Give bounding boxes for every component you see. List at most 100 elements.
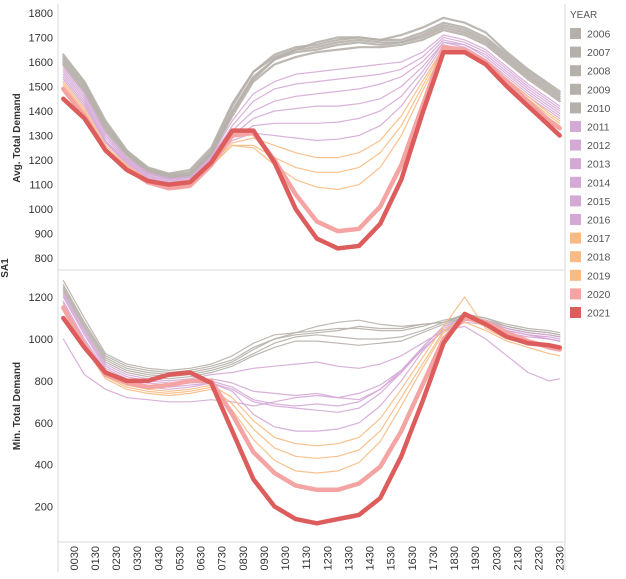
top-y-axis-title: Avg. Total Demand bbox=[12, 93, 23, 182]
legend-swatch-2015 bbox=[570, 195, 581, 207]
bottom-series bbox=[61, 279, 562, 526]
legend-items: 2006 2007 2008 2009 2010 2011 2012 2013 2014 2015… bbox=[570, 28, 611, 320]
x-tick-label: 0830 bbox=[238, 546, 250, 570]
x-tick-label: 1030 bbox=[280, 546, 292, 570]
y-tick-label: 1700 bbox=[29, 32, 53, 44]
legend-label-2009: 2009 bbox=[587, 84, 611, 96]
series-line-2011 bbox=[62, 292, 561, 382]
y-tick-label: 1200 bbox=[29, 155, 53, 167]
bottom-y-ticks: 200 400 600 800 1000 1200 bbox=[29, 292, 53, 513]
legend-label-2016: 2016 bbox=[587, 215, 611, 227]
y-tick-label: 1400 bbox=[29, 106, 53, 118]
legend-label-2015: 2015 bbox=[587, 196, 611, 208]
series-line-2017 bbox=[62, 296, 561, 447]
row-label: SA1 bbox=[0, 258, 11, 278]
series-line-2021 bbox=[61, 311, 562, 526]
x-tick-label: 0030 bbox=[69, 546, 81, 570]
series-line-2021 bbox=[61, 49, 562, 251]
legend-swatch-2018 bbox=[570, 251, 581, 263]
x-tick-label: 2030 bbox=[491, 546, 503, 570]
legend-label-2010: 2010 bbox=[587, 103, 611, 115]
y-tick-label: 1000 bbox=[29, 204, 53, 216]
legend-swatch-2019 bbox=[570, 269, 581, 281]
legend: YEAR 2006 2007 2008 2009 2010 2011 2012 2013 201… bbox=[570, 10, 611, 320]
x-tick-label: 1830 bbox=[449, 546, 461, 570]
x-tick-label: 2330 bbox=[555, 546, 567, 570]
y-tick-label: 900 bbox=[35, 229, 53, 241]
x-tick-label: 1230 bbox=[322, 546, 334, 570]
legend-label-2017: 2017 bbox=[587, 233, 611, 245]
x-tick-label: 2130 bbox=[513, 546, 525, 570]
y-tick-label: 800 bbox=[35, 253, 53, 265]
legend-swatch-2010 bbox=[570, 102, 581, 114]
y-tick-label: 1300 bbox=[29, 131, 53, 143]
x-tick-label: 0130 bbox=[90, 546, 102, 570]
panel-frame bbox=[57, 4, 566, 572]
x-tick-label: 0730 bbox=[217, 546, 229, 570]
legend-label-2014: 2014 bbox=[587, 177, 611, 189]
series-line-2008 bbox=[62, 286, 561, 376]
x-tick-label: 1130 bbox=[301, 546, 313, 570]
legend-swatch-2014 bbox=[570, 176, 581, 188]
legend-swatch-2006 bbox=[570, 28, 581, 39]
x-tick-label: 0430 bbox=[153, 546, 165, 570]
x-tick-label: 1730 bbox=[428, 546, 440, 570]
x-tick-label: 1330 bbox=[344, 546, 356, 570]
y-tick-label: 1500 bbox=[29, 81, 53, 93]
series-line-2019 bbox=[62, 309, 561, 474]
legend-swatch-2008 bbox=[570, 65, 581, 77]
series-line-2015 bbox=[62, 325, 561, 407]
series-line-2008 bbox=[62, 24, 561, 178]
legend-swatch-2012 bbox=[570, 139, 581, 151]
legend-swatch-2007 bbox=[570, 46, 581, 58]
legend-label-2013: 2013 bbox=[587, 159, 611, 171]
x-tick-label: 0530 bbox=[175, 546, 187, 570]
y-tick-label: 600 bbox=[35, 418, 53, 430]
legend-swatch-2021 bbox=[570, 307, 581, 318]
y-tick-label: 200 bbox=[35, 502, 53, 514]
series-line-2018 bbox=[62, 307, 561, 459]
y-tick-label: 1000 bbox=[29, 334, 53, 346]
x-tick-label: 1630 bbox=[407, 546, 419, 570]
y-tick-label: 400 bbox=[35, 460, 53, 472]
legend-title: YEAR bbox=[570, 10, 597, 21]
legend-swatch-2009 bbox=[570, 83, 581, 95]
top-y-ticks: 800 900 1000 1100 1200 1300 1400 1500 1600 1700 18… bbox=[29, 8, 53, 265]
legend-label-2008: 2008 bbox=[587, 66, 611, 78]
bottom-panel: Min. Total Demand 200 400 600 800 1000 1200 bbox=[12, 279, 562, 526]
series-line-2012 bbox=[62, 36, 561, 181]
legend-swatch-2013 bbox=[570, 158, 581, 170]
bottom-y-axis-title: Min. Total Demand bbox=[12, 362, 23, 450]
legend-label-2020: 2020 bbox=[587, 289, 611, 301]
x-tick-label: 0930 bbox=[259, 546, 271, 570]
legend-label-2018: 2018 bbox=[587, 252, 611, 264]
series-line-2011 bbox=[62, 34, 561, 180]
legend-label-2021: 2021 bbox=[587, 308, 611, 320]
x-axis-ticks: 0030 0130 0230 0330 0430 0530 0630 0730 0830 0930… bbox=[69, 546, 567, 570]
legend-label-2019: 2019 bbox=[587, 270, 611, 282]
y-tick-label: 1100 bbox=[29, 180, 53, 192]
legend-swatch-2020 bbox=[570, 288, 581, 300]
legend-label-2012: 2012 bbox=[587, 140, 611, 152]
legend-label-2011: 2011 bbox=[587, 122, 610, 134]
x-tick-label: 2230 bbox=[534, 546, 546, 570]
series-line-2020 bbox=[61, 44, 562, 234]
x-tick-label: 0330 bbox=[132, 546, 144, 570]
x-tick-label: 1530 bbox=[386, 546, 398, 570]
top-panel: Avg. Total Demand 800 900 1000 1100 1200 1300… bbox=[12, 8, 562, 265]
legend-swatch-2016 bbox=[570, 214, 581, 225]
x-tick-label: 1430 bbox=[365, 546, 377, 570]
legend-swatch-2017 bbox=[570, 232, 581, 244]
legend-label-2007: 2007 bbox=[587, 47, 611, 59]
x-tick-label: 0230 bbox=[111, 546, 123, 570]
series-line-2014 bbox=[62, 41, 561, 183]
x-tick-label: 1930 bbox=[470, 546, 482, 570]
legend-label-2006: 2006 bbox=[587, 29, 611, 41]
y-tick-label: 1800 bbox=[29, 8, 53, 20]
y-tick-label: 1200 bbox=[29, 292, 53, 304]
x-tick-label: 0630 bbox=[196, 546, 208, 570]
y-tick-label: 1600 bbox=[29, 57, 53, 69]
legend-swatch-2011 bbox=[570, 121, 581, 132]
y-tick-label: 800 bbox=[35, 376, 53, 388]
